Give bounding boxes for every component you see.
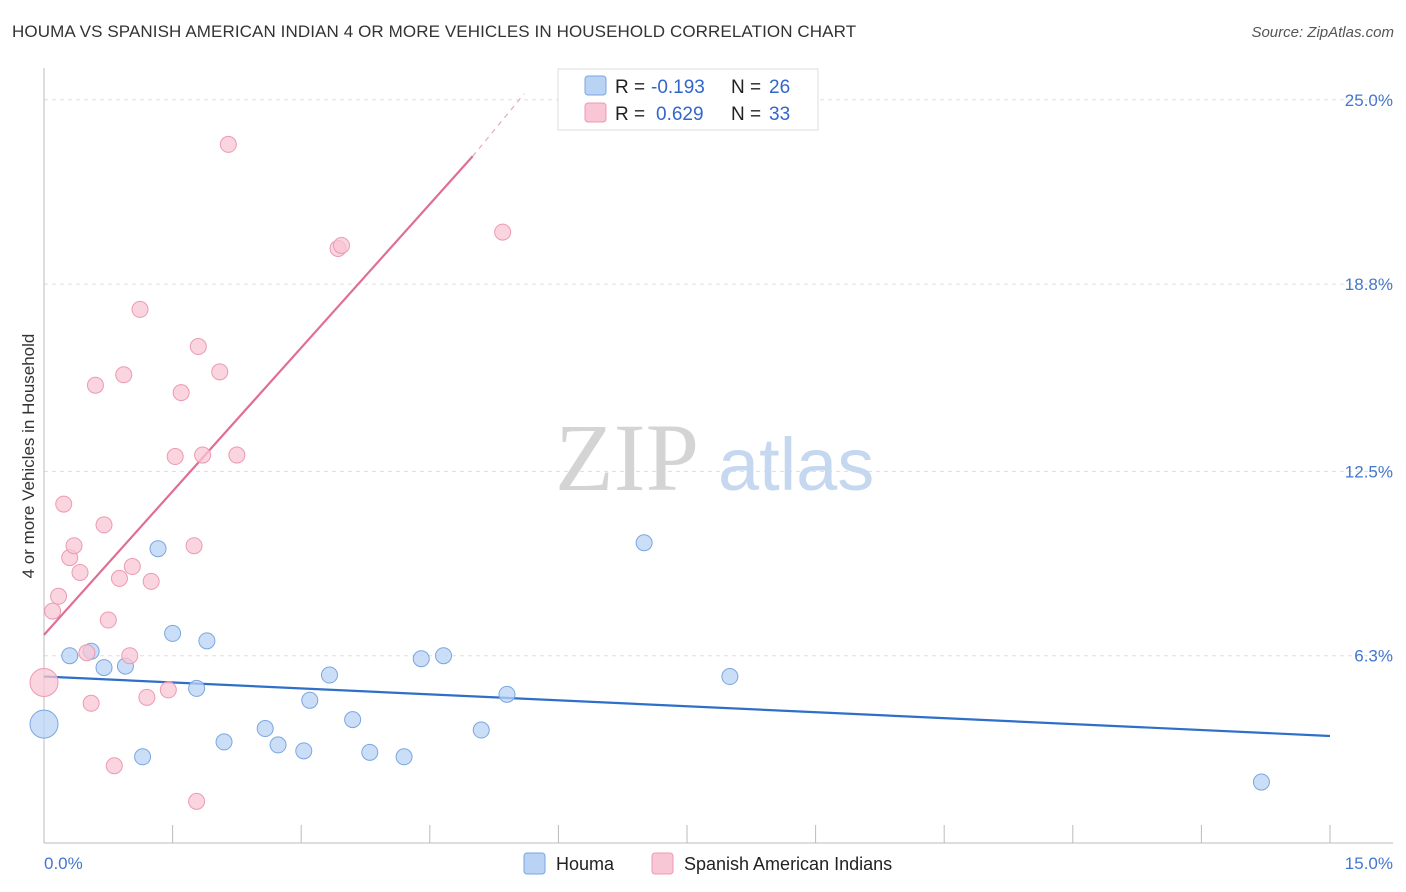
legend-swatch-sai — [584, 102, 607, 123]
point-sai-21 — [166, 448, 184, 466]
point-houma-14 — [301, 691, 319, 709]
point-sai-11 — [99, 611, 117, 629]
point-sai-26 — [194, 446, 212, 464]
point-houma-21 — [472, 721, 490, 739]
point-houma-8 — [188, 679, 206, 697]
point-sai-14 — [115, 366, 133, 384]
point-houma-24 — [721, 668, 739, 686]
point-houma-1 — [61, 647, 79, 665]
point-houma-10 — [215, 733, 233, 751]
point-sai-27 — [211, 363, 229, 381]
point-houma-3 — [95, 659, 113, 677]
correlation-legend: R = -0.193 N = 26 R = 0.629 N = 33 — [557, 68, 819, 131]
point-houma-22 — [498, 685, 516, 703]
legend-swatch-houma — [584, 75, 607, 96]
watermark-zip: ZIP — [555, 404, 699, 511]
bottom-legend-swatch-houma — [523, 852, 546, 875]
point-houma-7 — [164, 624, 182, 642]
y-tick-label-0: 6.3% — [1354, 647, 1393, 666]
point-sai-29 — [228, 446, 246, 464]
trend-line-houma — [43, 675, 1331, 738]
point-sai-16 — [123, 558, 141, 576]
point-sai-23 — [185, 537, 203, 555]
point-houma-20 — [435, 647, 453, 665]
point-houma-17 — [361, 743, 379, 761]
point-houma-13 — [295, 742, 313, 760]
trend-lines — [43, 93, 1331, 738]
y-tick-labels: 6.3% 12.5% 18.8% 25.0% — [1345, 91, 1393, 666]
point-sai-9 — [86, 376, 104, 394]
point-sai-7 — [78, 644, 96, 662]
point-sai-6 — [71, 563, 89, 581]
chart-title: HOUMA VS SPANISH AMERICAN INDIAN 4 OR MO… — [12, 22, 857, 41]
y-tick-label-3: 25.0% — [1345, 91, 1393, 110]
series-legend: Houma Spanish American Indians — [523, 852, 892, 875]
data-points — [29, 135, 1270, 810]
legend-r-value-houma: -0.193 — [651, 77, 705, 98]
x-tick-label-min: 0.0% — [44, 854, 83, 873]
point-houma-5 — [134, 748, 152, 766]
legend-n-label-houma: N = — [731, 77, 761, 98]
trend-line-sai — [43, 155, 474, 636]
point-houma-18 — [395, 748, 413, 766]
point-sai-1 — [44, 602, 62, 620]
legend-r-label-houma: R = — [615, 77, 645, 98]
point-houma-12 — [269, 736, 287, 754]
point-sai-31 — [332, 236, 350, 254]
point-sai-13 — [110, 569, 128, 587]
point-houma-11 — [256, 720, 274, 738]
point-houma-16 — [344, 711, 362, 729]
point-houma-0 — [29, 709, 59, 739]
source-label: Source: ZipAtlas.com — [1251, 24, 1394, 41]
point-houma-9 — [198, 632, 216, 650]
point-sai-24 — [188, 792, 206, 810]
x-tick-label-max: 15.0% — [1345, 854, 1393, 873]
grid-lines — [44, 99, 1393, 657]
point-sai-18 — [138, 688, 156, 706]
bottom-legend-label-sai: Spanish American Indians — [684, 854, 892, 874]
bottom-legend-label-houma: Houma — [556, 854, 615, 874]
legend-n-label-sai: N = — [731, 104, 761, 125]
trend-line-extension-sai — [472, 93, 525, 157]
watermark-atlas: atlas — [718, 423, 874, 506]
legend-n-value-houma: 26 — [769, 77, 790, 98]
y-tick-label-1: 12.5% — [1345, 462, 1393, 481]
legend-n-value-sai: 33 — [769, 104, 790, 125]
bottom-legend-swatch-sai — [651, 852, 674, 875]
y-axis-label: 4 or more Vehicles in Household — [19, 334, 38, 579]
point-sai-22 — [172, 384, 190, 402]
point-houma-23 — [635, 534, 653, 552]
point-sai-0 — [29, 667, 59, 697]
point-sai-19 — [142, 572, 160, 590]
point-sai-2 — [50, 587, 68, 605]
watermark: ZIP atlas — [555, 404, 874, 511]
x-tick-labels: 0.0% 15.0% — [44, 854, 1393, 873]
point-sai-3 — [55, 495, 73, 513]
point-houma-15 — [320, 666, 338, 684]
point-sai-28 — [219, 135, 237, 153]
point-houma-25 — [1252, 773, 1270, 791]
legend-r-label-sai: R = — [615, 104, 645, 125]
point-sai-12 — [105, 757, 123, 775]
point-sai-15 — [121, 647, 139, 665]
point-sai-10 — [95, 516, 113, 534]
point-sai-32 — [494, 223, 512, 241]
point-sai-17 — [131, 300, 149, 318]
point-houma-6 — [149, 540, 167, 558]
y-tick-label-2: 18.8% — [1345, 275, 1393, 294]
point-sai-25 — [189, 338, 207, 356]
point-sai-20 — [159, 681, 177, 699]
legend-r-value-sai: 0.629 — [656, 104, 704, 125]
point-sai-8 — [82, 694, 100, 712]
point-sai-5 — [65, 537, 83, 555]
point-houma-19 — [412, 650, 430, 668]
